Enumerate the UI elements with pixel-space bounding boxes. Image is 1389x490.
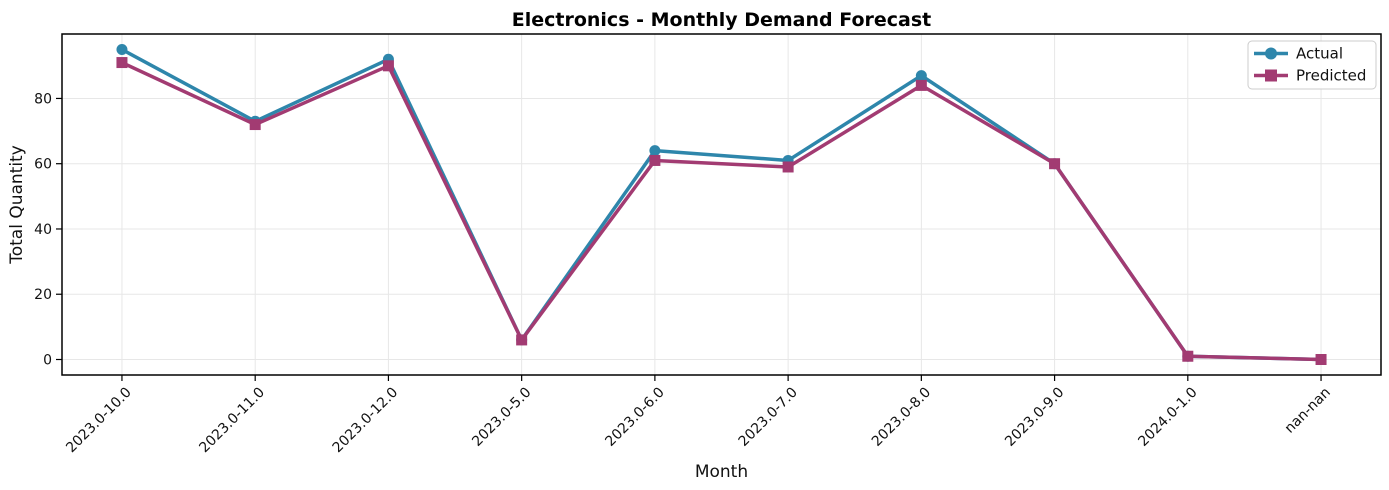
x-tick-label: 2023.0-9.0 xyxy=(1002,385,1067,450)
legend-marker-circle xyxy=(1265,47,1277,60)
y-axis-label: Total Quantity xyxy=(7,145,27,265)
legend-label: Predicted xyxy=(1296,67,1366,85)
data-point-predicted xyxy=(116,57,128,69)
data-point-predicted xyxy=(915,79,927,91)
data-point-predicted xyxy=(249,119,261,131)
legend-marker-square xyxy=(1265,69,1277,82)
y-tick-label: 60 xyxy=(34,157,52,173)
y-tick-label: 0 xyxy=(43,353,52,369)
data-point-predicted xyxy=(382,60,394,72)
x-tick-label: 2024.0-1.0 xyxy=(1135,385,1200,450)
plot-border xyxy=(61,33,1382,376)
y-tick-label: 40 xyxy=(34,222,52,238)
data-point-predicted xyxy=(1182,350,1194,362)
data-point-predicted xyxy=(782,161,794,173)
x-tick-label: 2023.0-8.0 xyxy=(869,385,934,450)
data-point-predicted xyxy=(1315,354,1327,365)
data-point-actual xyxy=(116,44,128,55)
data-point-predicted xyxy=(516,334,528,346)
legend-label: Actual xyxy=(1296,45,1343,63)
x-tick-label: 2023.0-7.0 xyxy=(736,385,801,450)
data-point-predicted xyxy=(649,154,661,166)
x-tick-label: 2023.0-5.0 xyxy=(469,385,534,450)
x-axis-label: Month xyxy=(695,462,748,482)
x-tick-label: 2023.0-10.0 xyxy=(63,385,135,457)
x-tick-label: 2023.0-6.0 xyxy=(602,385,667,450)
x-tick-label: 2023.0-12.0 xyxy=(330,385,402,457)
y-tick-label: 20 xyxy=(34,287,52,303)
series-line-predicted xyxy=(120,60,1323,362)
data-point-actual xyxy=(649,145,661,157)
legend: Actual Predicted xyxy=(1247,40,1377,90)
data-point-actual xyxy=(915,70,927,82)
chart-title: Electronics - Monthly Demand Forecast xyxy=(512,9,932,31)
x-tick-label: nan-nan xyxy=(1282,385,1334,437)
data-point-predicted xyxy=(1049,158,1061,170)
series-line-actual xyxy=(120,47,1323,362)
y-tick-label: 80 xyxy=(34,91,52,107)
x-tick-label: 2023.0-11.0 xyxy=(196,385,268,457)
